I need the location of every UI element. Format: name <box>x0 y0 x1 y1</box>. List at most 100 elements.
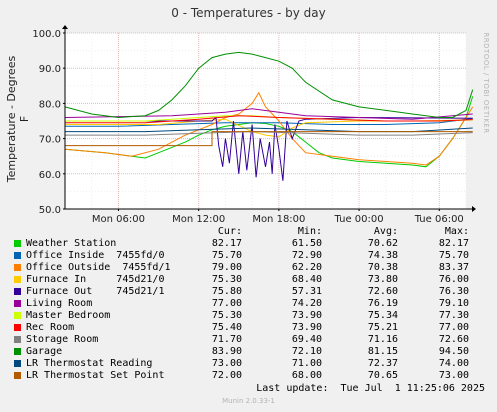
legend-swatch <box>14 240 21 247</box>
series-line <box>64 96 474 168</box>
legend-value-max: 75.70 <box>438 250 469 261</box>
legend-value-max: 72.60 <box>438 334 469 345</box>
series-line <box>64 108 473 120</box>
legend-value-min: 73.90 <box>291 310 322 321</box>
legend-swatch <box>14 264 21 271</box>
y-tick-label: 70.0 <box>39 135 61 146</box>
legend-value-cur: 75.70 <box>211 250 242 261</box>
legend-value-max: 77.00 <box>438 322 469 333</box>
legend-series-name: Storage Room <box>26 334 99 345</box>
legend-value-max: 73.00 <box>438 370 469 381</box>
legend-series-name: Living Room <box>26 298 93 309</box>
x-tick-label: Mon 06:00 <box>92 214 145 225</box>
legend-value-cur: 75.30 <box>211 274 242 285</box>
legend-row: LR Thermostat Reading 73.00 71.00 72.37 74.0… <box>0 358 497 370</box>
series-line <box>65 131 473 136</box>
plot-area: 50.0 60.0 70.0 80.0 90.0 100.0 Mon 06:00 Mon 12… <box>32 25 476 225</box>
legend-value-avg: 72.60 <box>367 286 398 297</box>
legend-value-min: 73.90 <box>291 322 322 333</box>
tick-labels: 50.0 60.0 70.0 80.0 90.0 100.0 Mon 06:00 Mon 12… <box>32 29 463 225</box>
legend-value-max: 94.50 <box>438 346 469 357</box>
series-line <box>64 51 474 119</box>
legend-row: Garage 83.90 72.10 81.15 94.50 <box>0 346 497 358</box>
x-tick-label: Mon 18:00 <box>252 214 305 225</box>
series-line <box>65 131 473 147</box>
legend-swatch <box>14 348 21 355</box>
legend-value-min: 57.31 <box>291 286 322 297</box>
legend-value-min: 61.50 <box>291 238 322 249</box>
legend-value-avg: 76.19 <box>367 298 398 309</box>
chart-title: 0 - Temperatures - by day <box>171 6 326 20</box>
legend-value-avg: 73.80 <box>367 274 398 285</box>
legend-value-max: 76.00 <box>438 274 469 285</box>
legend-value-avg: 70.65 <box>367 370 398 381</box>
munin-version: Munin 2.0.33-1 <box>222 397 275 405</box>
legend-row: Furnace In 745d21/0 75.30 68.40 73.80 76.00 <box>0 274 497 286</box>
legend-series-name: Office Outside 7455fd/1 <box>26 262 171 273</box>
axes <box>62 25 476 212</box>
legend-value-cur: 72.00 <box>211 370 242 381</box>
y-axis-arrow <box>62 25 68 29</box>
legend-header-min: Min: <box>297 226 322 237</box>
legend-value-avg: 74.38 <box>367 250 398 261</box>
y-tick-label: 90.0 <box>39 64 61 75</box>
legend-row: LR Thermostat Set Point 72.00 68.00 70.65 73… <box>0 370 497 382</box>
legend-value-max: 74.00 <box>438 358 469 369</box>
legend-row: Storage Room 71.70 69.40 71.16 72.60 <box>0 334 497 346</box>
legend-value-cur: 82.17 <box>211 238 242 249</box>
legend-row: Master Bedroom 75.30 73.90 75.34 77.30 <box>0 310 497 322</box>
legend-series-name: Weather Station <box>26 238 117 249</box>
legend-row: Rec Room 75.40 73.90 75.21 77.00 <box>0 322 497 334</box>
legend-swatch <box>14 300 21 307</box>
legend-value-min: 72.10 <box>291 346 322 357</box>
legend-value-cur: 79.00 <box>211 262 242 273</box>
legend-header-avg: Avg: <box>373 226 398 237</box>
x-tick-label: Tue 06:00 <box>414 214 464 225</box>
legend-value-max: 82.17 <box>438 238 469 249</box>
legend-series-name: Garage <box>26 346 63 357</box>
legend-header-cur: Cur: <box>217 226 242 237</box>
legend-value-cur: 75.30 <box>211 310 242 321</box>
legend-value-avg: 70.38 <box>367 262 398 273</box>
legend-value-min: 71.00 <box>291 358 322 369</box>
legend-swatch <box>14 336 21 343</box>
legend-value-cur: 73.00 <box>211 358 242 369</box>
series-lines <box>64 51 474 181</box>
y-tick-label: 80.0 <box>39 99 61 110</box>
legend-value-avg: 81.15 <box>367 346 398 357</box>
legend-series-name: Rec Room <box>26 322 75 333</box>
legend-swatch <box>14 276 21 283</box>
last-update: Last update: Tue Jul 1 11:25:06 2025 <box>256 383 485 394</box>
legend-value-min: 69.40 <box>291 334 322 345</box>
series-line <box>65 118 473 138</box>
legend-series-name: Office Inside 7455fd/0 <box>26 250 165 261</box>
legend-value-avg: 75.21 <box>367 322 398 333</box>
legend-value-cur: 75.80 <box>211 286 242 297</box>
legend-row: Weather Station 82.17 61.50 70.62 82.17 <box>0 238 497 250</box>
y-tick-label: 60.0 <box>39 170 61 181</box>
legend-value-avg: 71.16 <box>367 334 398 345</box>
legend-swatch <box>14 252 21 259</box>
legend-row: Living Room 77.00 74.20 76.19 79.10 <box>0 298 497 310</box>
legend-row: Furnace Out 745d21/1 75.80 57.31 72.60 76.30 <box>0 286 497 298</box>
legend-swatch <box>14 288 21 295</box>
legend-row: Office Inside 7455fd/0 75.70 72.90 74.38 75.… <box>0 250 497 262</box>
legend-value-avg: 70.62 <box>367 238 398 249</box>
legend-header: Cur: Min: Avg: Max: <box>0 226 497 238</box>
legend-value-max: 79.10 <box>438 298 469 309</box>
legend-value-max: 76.30 <box>438 286 469 297</box>
legend-value-min: 68.00 <box>291 370 322 381</box>
x-tick-label: Tue 00:00 <box>334 214 384 225</box>
legend-value-max: 83.37 <box>438 262 469 273</box>
legend-row: Office Outside 7455fd/1 79.00 62.20 70.38 83… <box>0 262 497 274</box>
legend-header-max: Max: <box>444 226 469 237</box>
legend-swatch <box>14 312 21 319</box>
legend-series-name: LR Thermostat Set Point <box>26 370 165 381</box>
legend-series-name: Furnace In 745d21/0 <box>26 274 165 285</box>
legend-series-name: Master Bedroom <box>26 310 111 321</box>
legend-value-min: 72.90 <box>291 250 322 261</box>
legend-swatch <box>14 360 21 367</box>
legend-series-name: Furnace Out 745d21/1 <box>26 286 165 297</box>
legend-value-avg: 75.34 <box>367 310 398 321</box>
legend-swatch <box>14 372 21 379</box>
